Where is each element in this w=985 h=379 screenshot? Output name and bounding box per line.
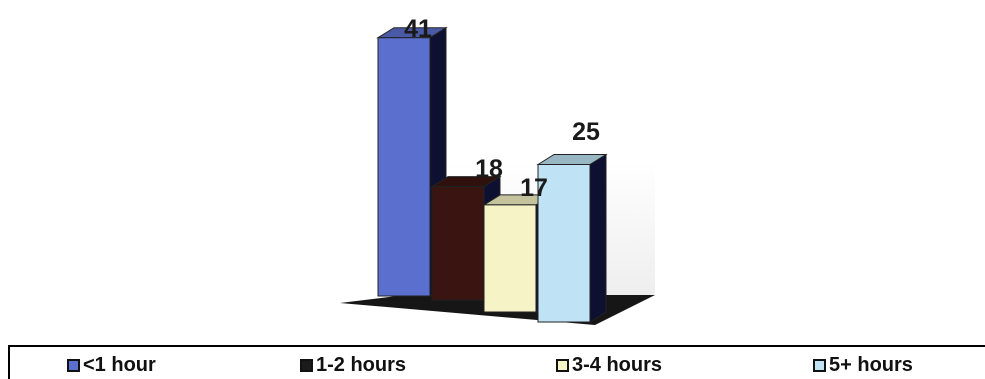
legend-item-5-plus-hours: 5+ hours [813, 352, 913, 378]
bar-front-face [483, 204, 537, 313]
legend-label: 3-4 hours [572, 353, 663, 376]
legend-swatch-icon [813, 358, 826, 372]
data-label-3: 25 [572, 118, 600, 146]
legend-swatch-icon [67, 358, 80, 372]
bar-front-face [431, 186, 485, 301]
data-labels-group: 41 18 17 25 [404, 15, 600, 202]
legend-label: 1-2 hours [316, 353, 407, 376]
legend-label: <1 hour [83, 353, 156, 376]
legend: <1 hour 1-2 hours 3-4 hours 5+ hours [8, 345, 985, 379]
legend-swatch-icon [556, 358, 569, 372]
legend-item-1-2-hours: 1-2 hours [300, 352, 406, 378]
bars-group [376, 26, 608, 323]
legend-swatch-icon [300, 358, 313, 372]
legend-label: 5+ hours [829, 353, 913, 376]
bar-front-face [537, 164, 591, 323]
data-label-0: 41 [404, 15, 432, 43]
data-label-1: 18 [475, 155, 503, 183]
legend-item-3-4-hours: 3-4 hours [556, 352, 662, 378]
data-label-2: 17 [520, 174, 548, 202]
legend-item-less-than-1-hour: <1 hour [67, 352, 156, 378]
bar-3 [536, 153, 608, 323]
bar-front-face [377, 37, 431, 297]
bar-side-face [589, 153, 607, 323]
